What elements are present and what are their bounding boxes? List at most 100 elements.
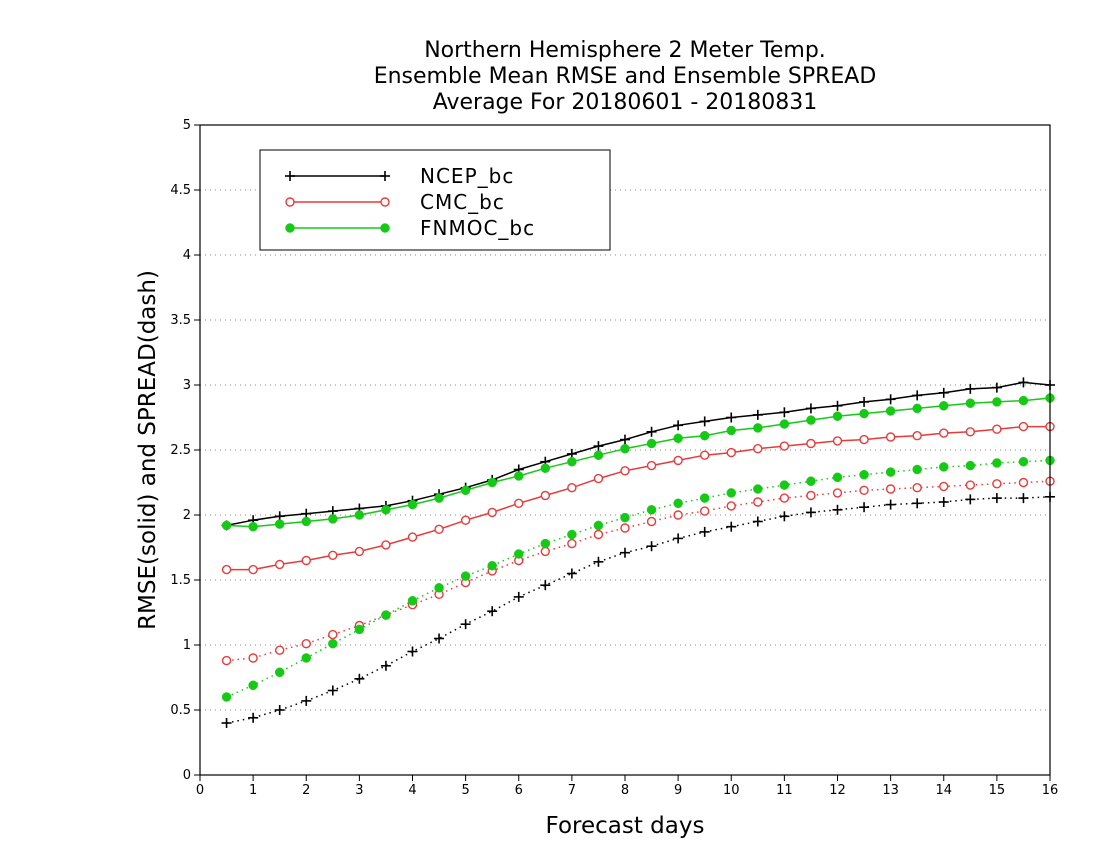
cmc-bc-spread-point <box>885 484 896 494</box>
x-tick-label: 13 <box>882 783 899 798</box>
ncep-bc-spread-point <box>991 493 1002 504</box>
cmc-bc-rmse-point <box>381 540 391 550</box>
ncep-bc-spread-point <box>487 606 498 617</box>
cmc-bc-rmse-point <box>699 450 710 460</box>
fnmoc-bc-rmse-point <box>1018 395 1029 406</box>
fnmoc-bc-spread-point <box>965 460 976 471</box>
fnmoc-bc-spread-point <box>859 469 869 480</box>
fnmoc-bc-rmse-point <box>301 516 311 527</box>
fnmoc-bc-rmse-point <box>487 477 497 488</box>
cmc-bc-rmse-point <box>593 473 604 484</box>
cmc-bc-spread-point <box>673 510 683 520</box>
x-tick-label: 1 <box>249 783 257 798</box>
fnmoc-bc-spread-point <box>806 476 816 486</box>
cmc-bc-spread-point <box>806 490 816 501</box>
cmc-bc-rmse-point <box>965 427 976 437</box>
ncep-bc-spread-point <box>805 507 816 518</box>
fnmoc-bc-spread-point <box>407 596 418 606</box>
cmc-bc-spread-point <box>939 481 949 492</box>
cmc-bc-spread-point <box>965 480 976 490</box>
x-tick-label: 12 <box>829 783 846 798</box>
fnmoc-bc-spread-point <box>381 610 391 620</box>
cmc-bc-rmse-point <box>806 438 816 449</box>
ncep-bc-rmse-point <box>673 420 684 431</box>
fnmoc-bc-spread-point <box>992 458 1002 468</box>
x-tick-label: 15 <box>989 783 1006 798</box>
fnmoc-bc-rmse-point <box>567 456 577 467</box>
fnmoc-bc-spread-point <box>912 464 922 475</box>
fnmoc-bc-rmse-point <box>726 425 736 436</box>
ncep-bc-spread-point <box>566 568 577 579</box>
fnmoc-bc-rmse-point <box>753 423 763 433</box>
ncep-bc-spread-point <box>832 504 843 515</box>
fnmoc-bc-spread-point <box>673 498 683 509</box>
ncep-bc-spread-point <box>274 705 285 715</box>
ncep-bc-rmse-point <box>991 382 1002 393</box>
ncep-bc-spread-point <box>301 695 312 706</box>
cmc-bc-spread-point <box>753 497 763 507</box>
cmc-bc-rmse-point <box>328 550 338 560</box>
cmc-bc-rmse-point <box>221 564 232 575</box>
ncep-bc-rmse-point <box>779 407 790 418</box>
chart-title: Northern Hemisphere 2 Meter Temp. Ensemb… <box>374 38 877 115</box>
cmc-bc-spread-point <box>593 529 604 540</box>
y-axis-label: RMSE(solid) and SPREAD(dash) <box>135 270 161 630</box>
fnmoc-bc-spread-point <box>301 653 311 663</box>
fnmoc-bc-rmse-point <box>673 433 683 444</box>
x-tick-label: 14 <box>935 783 952 798</box>
cmc-bc-spread-point <box>567 538 577 549</box>
ncep-bc-spread-point <box>779 511 790 522</box>
cmc-bc-rmse-point <box>540 490 551 501</box>
y-tick-label: 5 <box>183 118 191 133</box>
ncep-bc-spread-point <box>513 591 524 602</box>
cmc-bc-spread-point <box>832 488 843 498</box>
fnmoc-bc-spread-point <box>221 692 232 702</box>
ncep-bc-rmse-point <box>965 383 976 394</box>
fnmoc-bc-rmse-point <box>779 419 790 429</box>
ncep-bc-spread-point <box>460 619 471 630</box>
cmc-bc-spread-point <box>620 523 630 533</box>
y-tick-label: 2.5 <box>170 443 191 458</box>
fnmoc-bc-rmse-point <box>832 411 843 421</box>
ncep-bc-rmse-point <box>938 387 949 398</box>
legend-marker-cmc-bc <box>380 197 390 207</box>
cmc-bc-rmse-point <box>248 564 258 575</box>
ncep-bc-rmse-point <box>699 416 710 427</box>
x-tick-label: 2 <box>302 783 310 798</box>
ncep-bc-spread-point <box>912 498 923 509</box>
x-axis-label: Forecast days <box>546 813 705 839</box>
ncep-bc-spread-point <box>965 494 976 505</box>
x-tick-label: 11 <box>776 783 793 798</box>
cmc-bc-rmse-point <box>832 436 843 446</box>
cmc-bc-spread-point <box>248 653 258 663</box>
fnmoc-bc-spread-point <box>699 493 710 503</box>
y-tick-label: 3.5 <box>170 313 191 328</box>
fnmoc-bc-rmse-point <box>460 485 471 496</box>
fnmoc-bc-rmse-point <box>274 519 285 529</box>
x-tick-label: 3 <box>355 783 363 798</box>
cmc-bc-rmse-point <box>514 498 524 508</box>
ncep-bc-rmse-point <box>620 434 630 445</box>
fnmoc-bc-spread-point <box>726 488 736 498</box>
fnmoc-bc-spread-point <box>753 484 763 494</box>
fnmoc-bc-spread-point <box>514 549 524 559</box>
fnmoc-bc-spread-point <box>460 571 471 581</box>
y-tick-label: 2 <box>183 508 191 523</box>
y-tick-label: 3 <box>183 378 191 393</box>
x-tick-label: 0 <box>196 783 204 798</box>
legend-marker-cmc-bc <box>285 197 295 207</box>
legend-marker-ncep-bc <box>285 171 295 181</box>
y-tick-label: 1 <box>183 638 191 653</box>
fnmoc-bc-rmse-point <box>328 514 338 524</box>
fnmoc-bc-spread-point <box>832 472 843 483</box>
cmc-bc-rmse-point <box>992 424 1002 434</box>
cmc-bc-rmse-point <box>567 483 577 493</box>
y-tick-label: 0 <box>183 768 191 783</box>
y-tick-label: 4.5 <box>170 183 191 198</box>
ncep-bc-spread-point <box>859 502 870 513</box>
fnmoc-bc-rmse-point <box>912 403 922 414</box>
fnmoc-bc-rmse-point <box>646 438 657 449</box>
x-tick-label: 10 <box>723 783 740 798</box>
ncep-bc-spread-point <box>646 541 657 552</box>
ncep-bc-rmse-point <box>885 394 896 405</box>
